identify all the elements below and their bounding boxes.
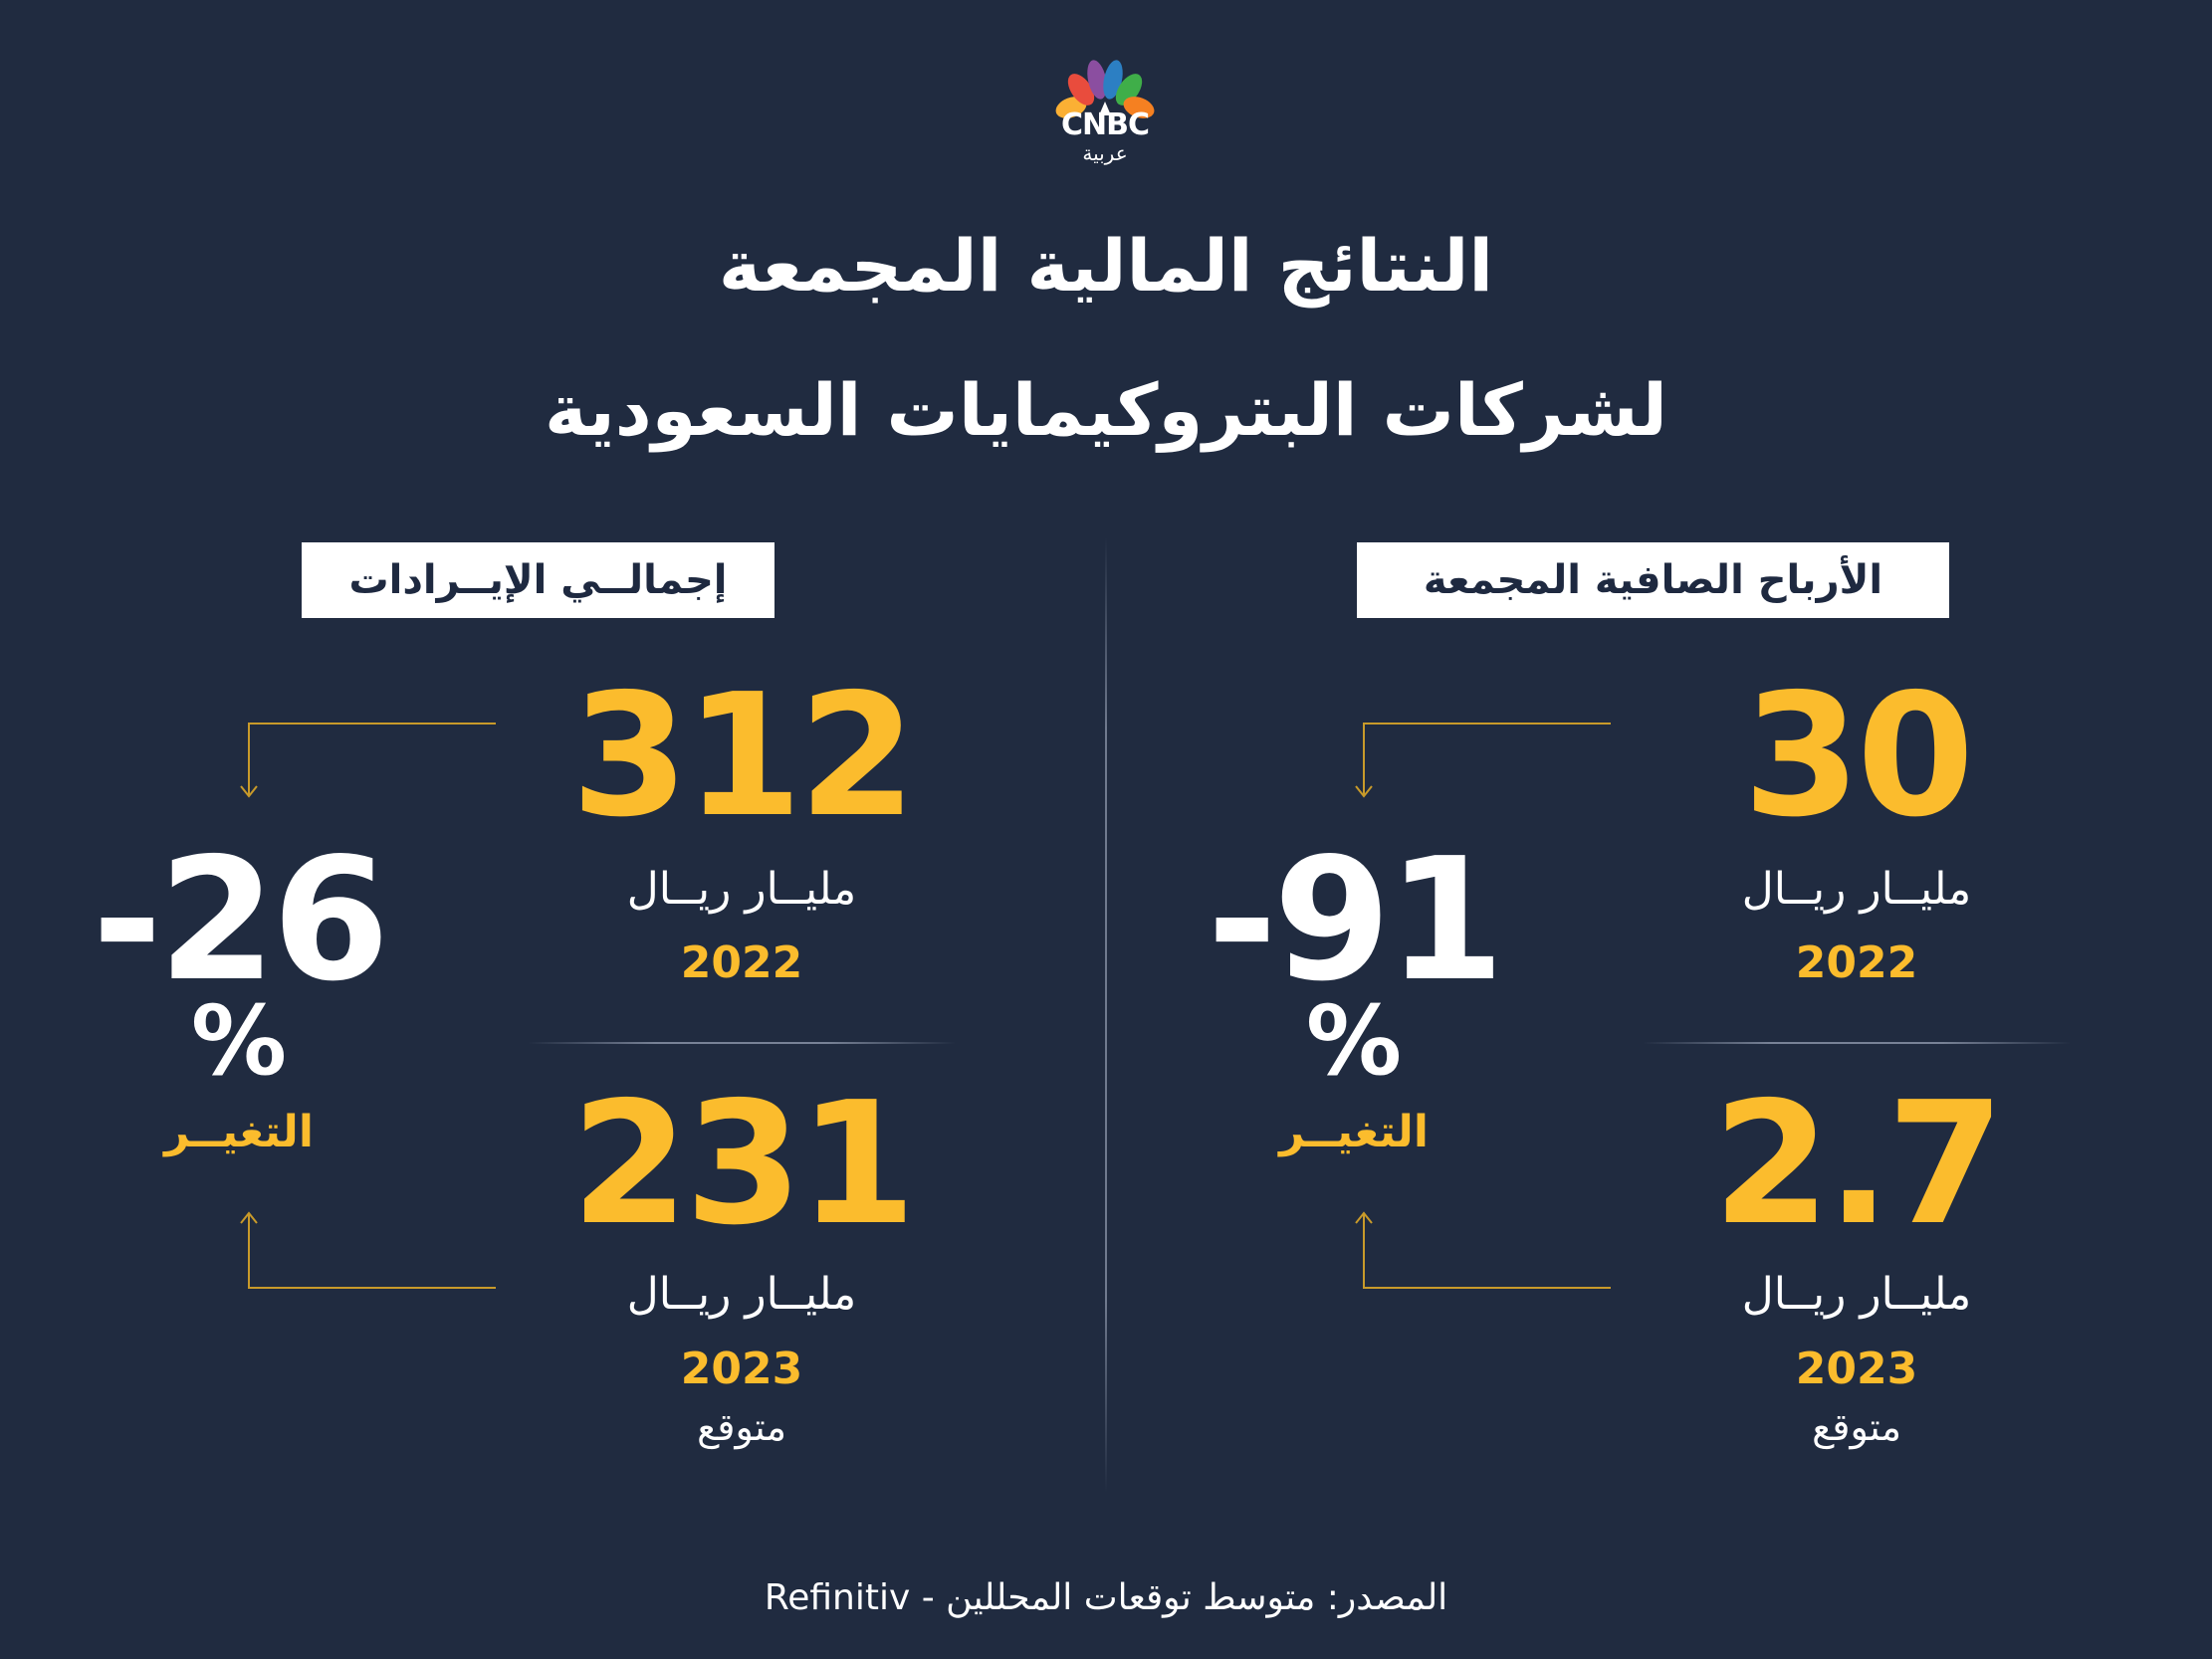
center-divider xyxy=(1105,537,1107,1493)
revenue-2022-year: 2022 xyxy=(680,937,803,988)
cnbc-peacock-logo-icon xyxy=(1055,60,1155,118)
profit-label: الأرباح الصافية المجمعة xyxy=(1357,542,1949,618)
revenue-down-arrow-icon xyxy=(240,723,496,798)
revenue-year-divider xyxy=(528,1042,956,1044)
profit-year-divider xyxy=(1643,1042,2071,1044)
page-title-line1: النتائج المالية المجمعة xyxy=(718,224,1494,308)
profit-2023-note: متوقع xyxy=(1812,1405,1901,1449)
revenue-2023-year: 2023 xyxy=(680,1344,803,1394)
revenue-2022-value: 312 xyxy=(570,658,917,855)
brand-name: CNBC xyxy=(1060,107,1150,142)
revenue-up-arrow-icon xyxy=(240,1211,496,1289)
profit-up-arrow-icon xyxy=(1355,1211,1611,1289)
revenue-change-percent: % xyxy=(190,985,288,1097)
revenue-2023-note: متوقع xyxy=(697,1405,786,1449)
profit-down-arrow-icon xyxy=(1355,723,1611,798)
brand-sub: عربية xyxy=(1082,141,1128,165)
page-title-line2: لشركات البتروكيمايات السعودية xyxy=(545,368,1667,452)
profit-2023-unit: مليــار ريــال xyxy=(1741,1269,1972,1320)
profit-2022-unit: مليــار ريــال xyxy=(1741,864,1972,915)
revenue-2023-unit: مليــار ريــال xyxy=(626,1269,857,1320)
profit-change-value: -91 xyxy=(1207,822,1504,1019)
profit-2022-year: 2022 xyxy=(1795,937,1918,988)
revenue-2023-value: 231 xyxy=(570,1066,917,1263)
profit-change-percent: % xyxy=(1305,985,1403,1097)
revenue-change-label: التغيــر xyxy=(164,1107,314,1157)
revenue-2022-unit: مليــار ريــال xyxy=(626,864,857,915)
revenue-change-value: -26 xyxy=(92,822,389,1019)
revenue-label: إجمالــي الإيــرادات xyxy=(302,542,774,618)
profit-change-label: التغيــر xyxy=(1279,1107,1429,1157)
source-note: المصدر: متوسط توقعات المحللين - Refiniti… xyxy=(764,1577,1448,1618)
profit-2022-value: 30 xyxy=(1742,658,1975,855)
profit-2023-value: 2.7 xyxy=(1712,1066,2004,1263)
profit-2023-year: 2023 xyxy=(1795,1344,1918,1394)
